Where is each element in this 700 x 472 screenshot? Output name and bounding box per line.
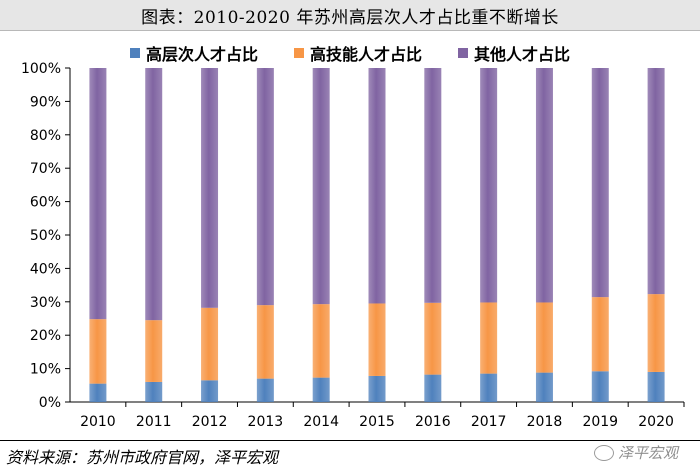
bar-high-level <box>535 372 553 402</box>
bar-other <box>480 68 498 303</box>
y-tick-label: 30% <box>30 295 61 311</box>
wechat-icon <box>593 444 614 461</box>
x-tick-label: 2011 <box>136 414 172 430</box>
bar-high-level <box>424 374 442 402</box>
x-tick-label: 2016 <box>415 414 451 430</box>
legend-label-other: 其他人才占比 <box>474 45 571 64</box>
y-tick-label: 50% <box>30 228 61 244</box>
bar-high-skill <box>480 302 498 374</box>
bar-high-skill <box>647 294 665 372</box>
y-tick-label: 40% <box>30 261 61 277</box>
bar-other <box>89 68 107 320</box>
x-tick-label: 2015 <box>359 414 395 430</box>
legend-item-high-level: 高层次人才占比 <box>129 41 258 65</box>
y-tick-label: 10% <box>30 362 61 378</box>
watermark: 泽平宏观 <box>593 442 678 463</box>
legend: 高层次人才占比 高技能人才占比 其他人才占比 <box>0 40 700 66</box>
x-tick-label: 2020 <box>638 414 674 430</box>
footer-divider <box>0 440 700 441</box>
legend-label-high-level: 高层次人才占比 <box>145 45 258 64</box>
bar-high-skill <box>256 305 274 379</box>
bar-other <box>368 68 386 304</box>
x-tick-label: 2014 <box>303 414 339 430</box>
legend-item-other: 其他人才占比 <box>458 41 570 65</box>
bar-high-skill <box>89 319 107 384</box>
x-tick-label: 2013 <box>248 414 284 430</box>
x-tick-label: 2017 <box>471 414 507 430</box>
bar-other <box>256 68 274 306</box>
source-note: 资料来源：苏州市政府官网，泽平宏观 <box>6 448 279 467</box>
bar-high-skill <box>368 303 386 376</box>
y-tick-label: 90% <box>30 94 61 110</box>
x-tick-label: 2019 <box>582 414 618 430</box>
watermark-text: 泽平宏观 <box>617 444 678 462</box>
bar-high-level <box>591 371 609 402</box>
chart-title: 图表：2010-2020 年苏州高层次人才占比重不断增长 <box>0 0 700 31</box>
bar-other <box>591 68 609 298</box>
bar-high-level <box>145 381 163 402</box>
y-tick-label: 100% <box>21 61 61 77</box>
bar-high-skill <box>145 320 163 382</box>
bar-other <box>201 68 219 308</box>
bar-high-skill <box>591 297 609 372</box>
y-tick-label: 80% <box>30 128 61 144</box>
bar-other <box>312 68 330 305</box>
bar-high-level <box>368 375 386 402</box>
bar-other <box>145 68 163 321</box>
x-tick-label: 2010 <box>80 414 116 430</box>
legend-swatch-high-skill <box>293 48 304 58</box>
bar-high-level <box>89 383 107 402</box>
bar-high-skill <box>201 307 219 381</box>
x-tick-label: 2018 <box>527 414 563 430</box>
legend-item-high-skill: 高技能人才占比 <box>293 41 422 65</box>
bar-high-level <box>256 378 274 402</box>
bar-other <box>647 68 665 295</box>
bar-other <box>535 68 553 303</box>
legend-swatch-other <box>458 48 468 58</box>
legend-label-high-skill: 高技能人才占比 <box>309 45 422 64</box>
y-tick-label: 0% <box>39 395 61 411</box>
y-tick-label: 70% <box>30 161 61 177</box>
bar-high-skill <box>424 302 442 375</box>
bar-other <box>424 68 442 303</box>
legend-swatch-high-level <box>129 48 140 58</box>
bar-high-level <box>647 371 665 402</box>
bar-high-level <box>480 373 498 402</box>
bar-high-level <box>201 380 219 402</box>
bar-high-skill <box>535 302 553 373</box>
y-tick-label: 20% <box>30 328 61 344</box>
x-tick-label: 2012 <box>192 414 228 430</box>
bar-high-level <box>312 377 330 402</box>
y-tick-label: 60% <box>30 195 61 211</box>
bar-high-skill <box>312 304 330 378</box>
stacked-bar-chart: 0% 10% 20% 30% 40% 50% 60% 70% 80% 90% 100% 2010 201… <box>21 61 685 430</box>
